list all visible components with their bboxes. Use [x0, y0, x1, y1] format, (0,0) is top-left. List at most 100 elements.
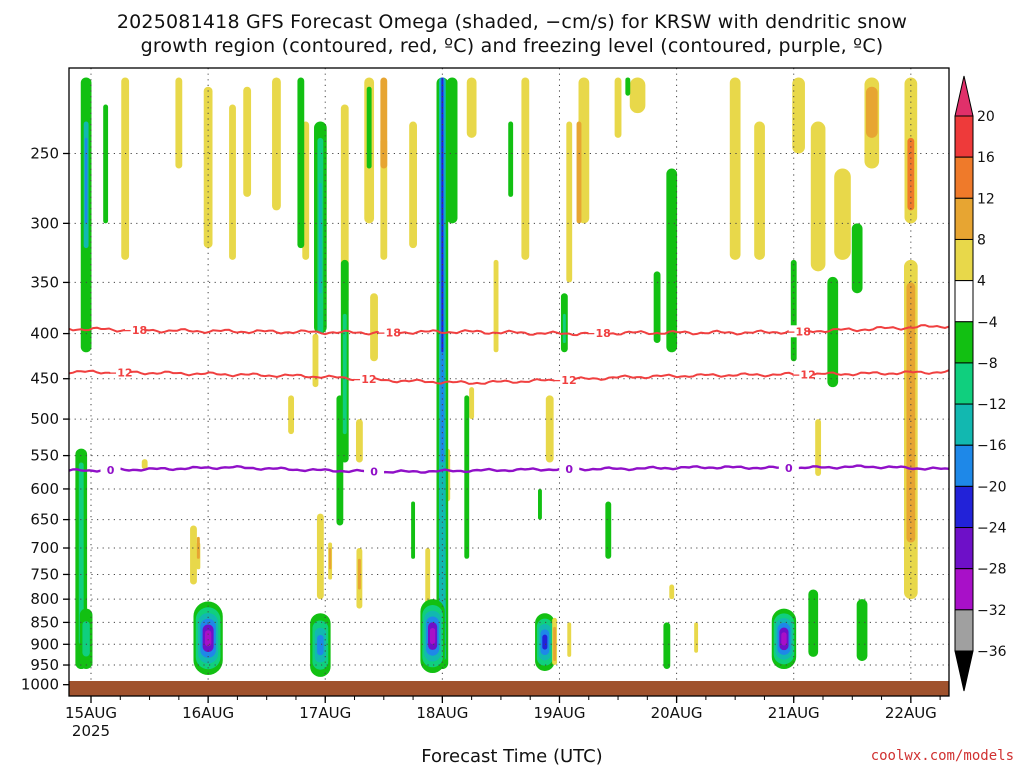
omega-sinking [538, 488, 542, 520]
omega-weak-rise [312, 333, 319, 388]
colorbar-box [954, 609, 974, 652]
colorbar-box [954, 568, 974, 611]
contour-line [69, 464, 949, 475]
title-line-1: 2025081418 GFS Forecast Omega (shaded, −… [116, 11, 908, 33]
omega-sinking-strong [318, 182, 322, 294]
omega-sinking [297, 77, 305, 249]
omega-weak-rise [567, 622, 572, 657]
colorbar-label: −28 [977, 562, 1007, 578]
omega-moderate-rise [553, 626, 557, 661]
colorbar-label: 8 [977, 232, 986, 248]
omega-weak-rise [340, 104, 349, 304]
contour-label-bg [354, 373, 375, 386]
omega-weak-rise [669, 584, 675, 600]
x-tick-label: 20AUG [651, 704, 703, 722]
omega-weak-rise [466, 77, 477, 138]
omega-sinking-moderate [342, 313, 347, 435]
colorbar-box [954, 321, 974, 364]
contour-label-bg [793, 368, 814, 381]
x-year-label: 2025 [72, 722, 110, 740]
omega-weak-rise [243, 86, 252, 197]
omega-sinking [808, 589, 819, 657]
omega-moderate-rise [328, 548, 332, 570]
omega-weak-rise [121, 77, 130, 260]
omega-sinking-strong [441, 77, 444, 353]
y-tick-label: 800 [30, 590, 59, 608]
omega-sinking [411, 501, 416, 559]
y-tick-label: 550 [30, 447, 59, 465]
plot-frame [68, 67, 950, 697]
omega-weak-rise [792, 77, 805, 154]
contour-label-bg [559, 463, 580, 476]
omega-sinking [666, 168, 678, 353]
colorbar: 20 16 12 8 4 −4 −8 −12 −16 −20 −24 −28 −32 −36 [954, 75, 1007, 692]
omega-weak-rise [545, 395, 554, 463]
title-line-2: growth region (contoured, red, ºC) and f… [140, 35, 884, 57]
omega-sinking [790, 259, 797, 362]
omega-moderate-rise [865, 86, 878, 138]
omega-sinking [508, 121, 514, 197]
omega-sinking-strong [84, 137, 88, 224]
colorbar-box [954, 485, 974, 529]
y-tick-label: 500 [30, 410, 59, 428]
omega-weak-rise [834, 168, 851, 260]
omega-sinking [464, 395, 470, 559]
y-tick-label: 850 [30, 613, 59, 631]
omega-weak-rise [380, 137, 388, 260]
x-axis-label: Forecast Time (UTC) [421, 746, 603, 767]
omega-weak-rise [409, 121, 417, 249]
y-tick-label: 250 [30, 144, 59, 162]
contour-label-bg [554, 373, 575, 386]
x-tick-label: 19AUG [534, 704, 586, 722]
y-tick-label: 700 [30, 539, 59, 557]
omega-weak-rise [566, 121, 573, 283]
omega-weak-rise [190, 525, 197, 585]
colorbar-label: 12 [977, 191, 995, 207]
contour-label-bg [378, 326, 399, 339]
contour-label: −18 [376, 326, 401, 339]
colorbar-label: 4 [977, 274, 986, 290]
colorbar-label: −16 [977, 438, 1007, 454]
omega-convective-core [82, 621, 90, 657]
contour-label: −12 [552, 374, 577, 387]
omega-sinking [446, 77, 458, 224]
contour-label: −12 [791, 368, 816, 381]
omega-convective-core [542, 634, 548, 650]
contour-label-bg [588, 327, 609, 340]
colorbar-bottom-triangle [954, 650, 974, 692]
y-tick-label: 600 [30, 480, 59, 498]
x-tick-label: 15AUG [65, 704, 117, 722]
omega-weak-rise [272, 77, 281, 211]
contour-label: −18 [786, 325, 811, 338]
omega-sinking-moderate [562, 313, 566, 344]
omega-sinking-moderate [78, 462, 84, 645]
ground-surface [69, 681, 949, 696]
colorbar-label: −24 [977, 521, 1007, 537]
colorbar-box [954, 115, 974, 158]
omega-weak-rise [175, 77, 183, 169]
omega-moderate-rise [906, 282, 916, 543]
omega-sinking [625, 77, 631, 96]
y-tick-label: 750 [30, 565, 59, 583]
y-tick-label: 450 [30, 370, 59, 388]
omega-sinking [366, 86, 372, 169]
omega-convective-core [429, 628, 436, 645]
y-tick-label: 300 [30, 214, 59, 232]
colorbar-label: −32 [977, 603, 1007, 619]
colorbar-box [954, 403, 974, 446]
omega-moderate-rise [357, 558, 361, 590]
contour-label-bg [100, 463, 121, 476]
y-tick-label: 900 [30, 635, 59, 653]
y-tick-label: 1000 [21, 676, 59, 694]
contour-label-bg [788, 325, 809, 338]
omega-convective-core [781, 632, 787, 646]
omega-sinking [336, 395, 344, 526]
omega-weak-rise [203, 86, 213, 249]
omega-weak-rise [810, 121, 826, 272]
colorbar-box [954, 362, 974, 405]
contour-label-bg [778, 461, 799, 474]
colorbar-box [954, 238, 974, 282]
contour-label: −18 [123, 324, 148, 337]
omega-moderate-rise [576, 121, 582, 224]
contour-label-bg [110, 366, 131, 379]
